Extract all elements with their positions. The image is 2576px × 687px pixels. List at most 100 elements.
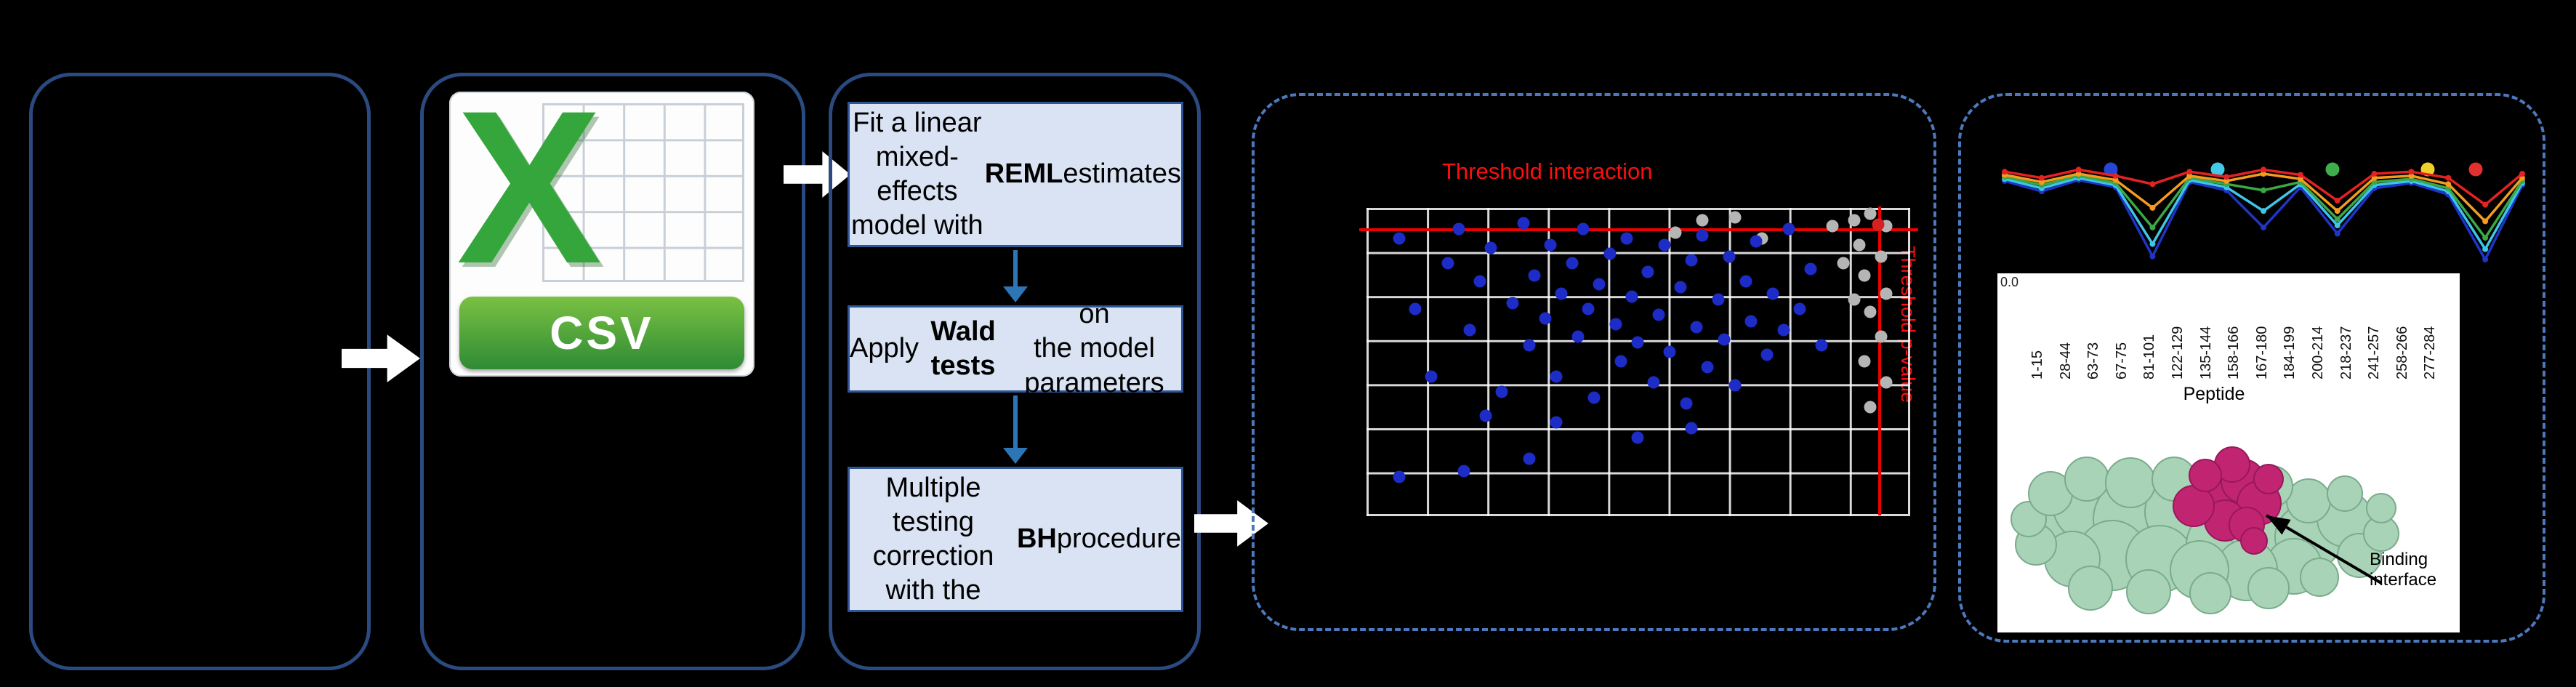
uptake-marker xyxy=(2445,174,2452,181)
step-fit-model: Fit a linear mixed- effects model with R… xyxy=(848,102,1183,247)
timepoint-legend-dot xyxy=(2210,162,2225,177)
input-data-panel xyxy=(29,73,371,670)
nonsignificant-data-point xyxy=(1864,401,1877,414)
uptake-output-panel xyxy=(1958,93,2545,643)
timepoint-legend-dot xyxy=(2468,162,2483,177)
uptake-marker xyxy=(2149,204,2156,211)
uptake-marker xyxy=(2261,166,2266,173)
significant-data-point xyxy=(1523,339,1535,352)
significant-data-point xyxy=(1739,275,1752,288)
timepoint-legend-dot xyxy=(2325,162,2340,177)
significant-data-point xyxy=(1631,431,1643,444)
nonsignificant-data-point xyxy=(1875,330,1888,343)
significant-data-point xyxy=(1723,250,1736,263)
uptake-marker xyxy=(2261,187,2266,193)
significant-data-point xyxy=(1690,321,1703,334)
significant-data-point xyxy=(1457,465,1470,478)
significant-data-point xyxy=(1539,312,1552,325)
uptake-marker xyxy=(2038,174,2045,181)
significant-data-point xyxy=(1603,247,1617,260)
significant-data-point xyxy=(1674,281,1687,294)
significant-data-point xyxy=(1652,308,1665,321)
step-multiple-testing: Multiple testing correction with the BH … xyxy=(848,467,1183,612)
threshold-interaction-line xyxy=(1359,228,1918,231)
uptake-marker xyxy=(2334,230,2340,237)
significant-data-point xyxy=(1658,238,1671,252)
significant-data-point xyxy=(1685,422,1698,435)
peptide-tick-label: 167-180 xyxy=(2253,326,2270,379)
y-axis-tick-label: 0.0 xyxy=(2000,275,2019,289)
peptide-tick-label: 135-144 xyxy=(2197,326,2214,379)
significant-data-point xyxy=(1582,302,1595,316)
peptide-tick-label: 1-15 xyxy=(2029,350,2045,379)
peptide-tick-label: 63-73 xyxy=(2085,342,2102,379)
timepoint-legend-dot xyxy=(2104,162,2118,177)
nonsignificant-data-point xyxy=(1853,238,1866,252)
uptake-marker xyxy=(2038,179,2045,185)
significant-data-point xyxy=(1620,232,1633,245)
significant-data-point xyxy=(1544,238,1557,252)
peptide-tick-label: 184-199 xyxy=(2282,326,2298,379)
significant-data-point xyxy=(1550,416,1563,429)
significant-data-point xyxy=(1766,287,1779,300)
nonsignificant-data-point xyxy=(1858,269,1871,282)
uptake-marker xyxy=(2482,201,2489,208)
uptake-marker xyxy=(2408,169,2415,175)
uptake-marker xyxy=(2075,171,2082,177)
significant-data-point xyxy=(1641,265,1654,278)
uptake-marker xyxy=(2334,216,2340,222)
uptake-marker xyxy=(2002,169,2008,175)
significant-data-point xyxy=(1550,370,1563,383)
uptake-marker xyxy=(2149,224,2156,230)
uptake-marker xyxy=(2334,208,2340,214)
uptake-marker xyxy=(2297,172,2303,178)
uptake-marker xyxy=(2112,172,2119,179)
significant-data-point xyxy=(1555,287,1568,300)
significant-data-point xyxy=(1631,336,1643,349)
uptake-marker xyxy=(2371,171,2378,177)
significant-data-point xyxy=(1517,217,1530,230)
uptake-marker xyxy=(2334,222,2340,229)
significant-data-point xyxy=(1473,275,1486,288)
peptide-tick-label: 122-129 xyxy=(2170,326,2186,379)
peptide-tick-label: 28-44 xyxy=(2057,342,2074,379)
uptake-marker xyxy=(2075,166,2082,173)
significant-data-point xyxy=(1587,391,1601,404)
step-wald-tests: Apply Wald tests on the model parameters xyxy=(848,299,1183,398)
nonsignificant-data-point xyxy=(1864,305,1877,318)
nonsignificant-data-point xyxy=(1728,211,1742,224)
uptake-marker xyxy=(2186,169,2193,175)
x-axis-title: Peptide xyxy=(2183,384,2245,404)
nonsignificant-data-point xyxy=(1696,214,1709,227)
uptake-marker xyxy=(2223,177,2230,184)
nonsignificant-data-point xyxy=(1848,293,1860,306)
csv-file-panel xyxy=(420,73,805,670)
significant-data-point xyxy=(1712,293,1725,306)
uptake-marker xyxy=(2186,172,2193,179)
significant-data-point xyxy=(1625,290,1638,303)
down-arrow-icon xyxy=(1003,395,1028,464)
significant-data-point xyxy=(1409,302,1422,316)
significant-data-point xyxy=(1528,269,1541,282)
significant-data-point xyxy=(1614,355,1627,367)
threshold-pvalue-line xyxy=(1878,206,1882,515)
nonsignificant-data-point xyxy=(1669,226,1682,239)
uptake-marker xyxy=(2519,171,2525,177)
nonsignificant-data-point xyxy=(1875,250,1888,263)
uptake-marker xyxy=(2223,174,2230,180)
uptake-marker xyxy=(2297,176,2303,182)
peptide-tick-label: 218-237 xyxy=(2338,326,2354,379)
significant-data-point xyxy=(1452,222,1465,236)
uptake-axis-panel: 0.0 Peptide xyxy=(1997,273,2460,632)
peptide-tick-label: 158-166 xyxy=(2226,326,2242,379)
binding-interface-arrow xyxy=(2265,514,2383,584)
significant-data-point xyxy=(1566,257,1579,270)
nonsignificant-data-point xyxy=(1880,376,1893,389)
significant-data-point xyxy=(1393,232,1406,245)
uptake-marker xyxy=(2149,241,2156,247)
significant-data-point xyxy=(1744,315,1758,328)
peptide-tick-label: 277-284 xyxy=(2422,326,2439,379)
uptake-marker xyxy=(2112,177,2119,183)
timepoint-legend xyxy=(1958,156,2545,183)
significant-data-point xyxy=(1463,324,1476,337)
